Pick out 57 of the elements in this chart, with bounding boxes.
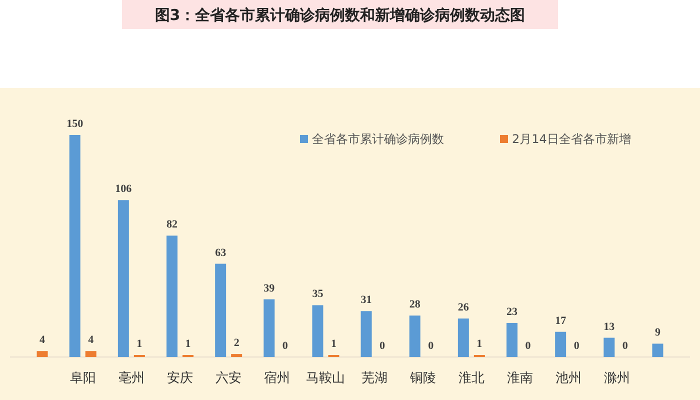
data-label: 0 bbox=[622, 340, 628, 352]
data-label: 0 bbox=[525, 340, 532, 352]
x-tick-label: 马鞍山 bbox=[306, 371, 346, 386]
data-label: 39 bbox=[264, 282, 276, 294]
data-label: 1 bbox=[185, 338, 191, 350]
bar bbox=[231, 354, 242, 357]
data-label: 1 bbox=[136, 338, 142, 350]
legend-label: 全省各市累计确诊病例数 bbox=[312, 132, 444, 146]
data-label: 1 bbox=[476, 338, 482, 350]
x-tick-label: 安庆 bbox=[167, 370, 193, 386]
data-label: 82 bbox=[166, 218, 178, 231]
data-label: 23 bbox=[506, 306, 518, 318]
data-label: 1 bbox=[330, 338, 336, 350]
bar bbox=[360, 311, 372, 357]
bar bbox=[604, 338, 615, 357]
bar bbox=[215, 264, 226, 357]
bar bbox=[652, 344, 664, 357]
bar bbox=[409, 316, 420, 357]
x-tick-label: 淮南 bbox=[507, 371, 533, 386]
data-label: 0 bbox=[574, 340, 580, 352]
data-label: 2 bbox=[234, 337, 240, 350]
data-label: 63 bbox=[215, 246, 227, 259]
chart-title: 图3：全省各市累计确诊病例数和新增确诊病例数动态图 bbox=[154, 6, 526, 24]
bar bbox=[118, 200, 129, 357]
data-label: 28 bbox=[409, 298, 421, 311]
data-label: 0 bbox=[380, 340, 386, 352]
data-label: 31 bbox=[360, 294, 372, 306]
bar bbox=[264, 299, 275, 357]
bar bbox=[312, 305, 324, 357]
x-tick-label: 六安 bbox=[216, 370, 242, 386]
data-label: 17 bbox=[555, 314, 567, 327]
bar bbox=[36, 351, 48, 357]
data-label: 4 bbox=[88, 334, 94, 346]
x-tick-label: 宿州 bbox=[264, 370, 290, 386]
legend-label: 2月14日全省各市新增 bbox=[512, 132, 631, 146]
x-tick-label: 淮北 bbox=[458, 371, 484, 386]
data-label: 13 bbox=[604, 320, 616, 333]
data-label: 26 bbox=[458, 302, 470, 314]
x-tick-label: 池州 bbox=[556, 371, 582, 386]
data-label: 9 bbox=[654, 326, 661, 339]
bar bbox=[555, 332, 566, 357]
bar bbox=[458, 318, 469, 357]
data-label: 0 bbox=[282, 340, 288, 352]
x-tick-label: 铜陵 bbox=[408, 371, 436, 386]
data-label: 4 bbox=[40, 334, 46, 346]
x-tick-label: 阜阳 bbox=[70, 371, 96, 386]
x-tick-label: 亳州 bbox=[118, 370, 144, 386]
bar bbox=[69, 135, 80, 357]
x-tick-label: 滁州 bbox=[604, 371, 630, 386]
bar bbox=[85, 351, 96, 357]
data-label: 150 bbox=[66, 118, 84, 130]
bar bbox=[506, 322, 518, 357]
data-label: 0 bbox=[428, 340, 434, 352]
x-tick-label: 芜湖 bbox=[361, 371, 388, 386]
data-label: 35 bbox=[312, 288, 324, 300]
bar bbox=[166, 236, 178, 357]
data-label: 106 bbox=[115, 183, 132, 196]
